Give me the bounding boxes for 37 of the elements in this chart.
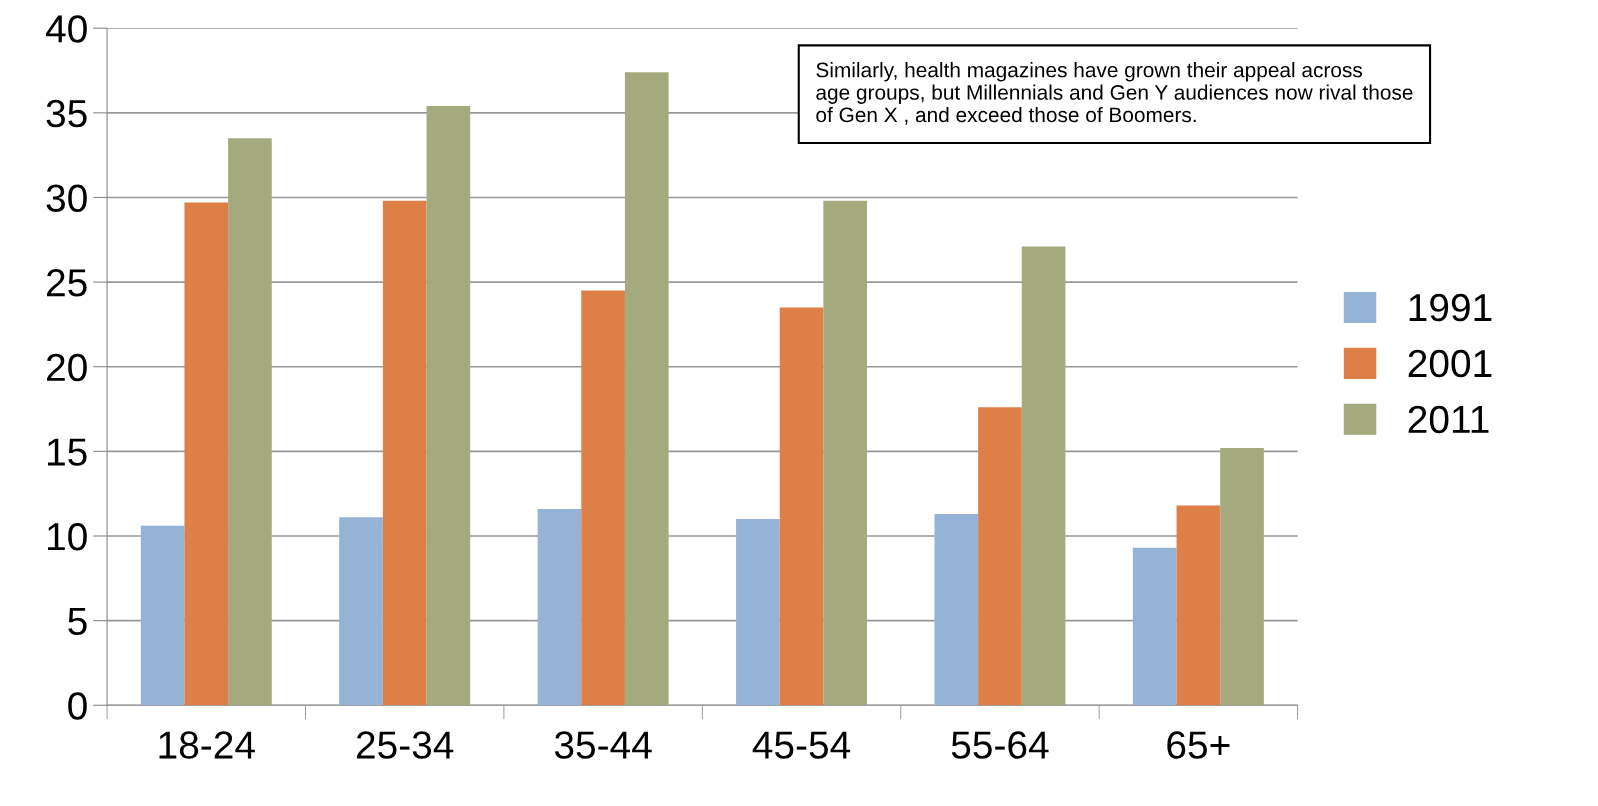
y-tick-label: 10 bbox=[48, 522, 87, 551]
bar bbox=[581, 290, 625, 706]
bar bbox=[184, 202, 229, 706]
legend-label: 2001 bbox=[1408, 349, 1492, 378]
y-tick-label: 20 bbox=[47, 353, 87, 382]
y-tick-label: 25 bbox=[47, 269, 87, 297]
bar bbox=[1132, 547, 1177, 706]
bar bbox=[339, 517, 383, 706]
bar bbox=[934, 513, 979, 706]
legend-label: 2011 bbox=[1408, 405, 1489, 434]
bar bbox=[779, 307, 824, 706]
bar bbox=[1220, 447, 1264, 706]
x-tick-label: 55-64 bbox=[951, 731, 1049, 759]
x-tick-label: 65+ bbox=[1167, 731, 1230, 759]
bar bbox=[140, 525, 185, 706]
y-tick-label: 40 bbox=[45, 15, 87, 43]
bar bbox=[736, 519, 780, 706]
legend-label: 1991 bbox=[1409, 293, 1492, 322]
bar bbox=[978, 407, 1022, 706]
x-tick-label: 35-44 bbox=[554, 731, 652, 759]
y-tick-label: 0 bbox=[68, 692, 87, 720]
annotation: Similarly, health magazines have grown their appeal across age groups, but Millennials and Gen Y audiences now rival those of Gen X , and exceed those of Boomers. bbox=[816, 62, 1413, 125]
x-tick-label: 25-34 bbox=[356, 731, 454, 759]
x-tick-label: 18-24 bbox=[159, 731, 255, 759]
y-tick-label: 15 bbox=[48, 438, 87, 466]
bar bbox=[426, 106, 471, 706]
y-tick-label: 30 bbox=[46, 184, 87, 212]
bar bbox=[823, 200, 868, 706]
x-tick-label: 45-54 bbox=[752, 731, 851, 759]
bar bbox=[1176, 505, 1221, 706]
y-tick-label: 35 bbox=[46, 99, 87, 128]
y-tick-label: 5 bbox=[68, 607, 87, 636]
bar bbox=[624, 72, 669, 706]
bar bbox=[1021, 246, 1066, 706]
bar bbox=[228, 138, 272, 706]
bar bbox=[382, 200, 427, 706]
bar bbox=[537, 508, 582, 706]
